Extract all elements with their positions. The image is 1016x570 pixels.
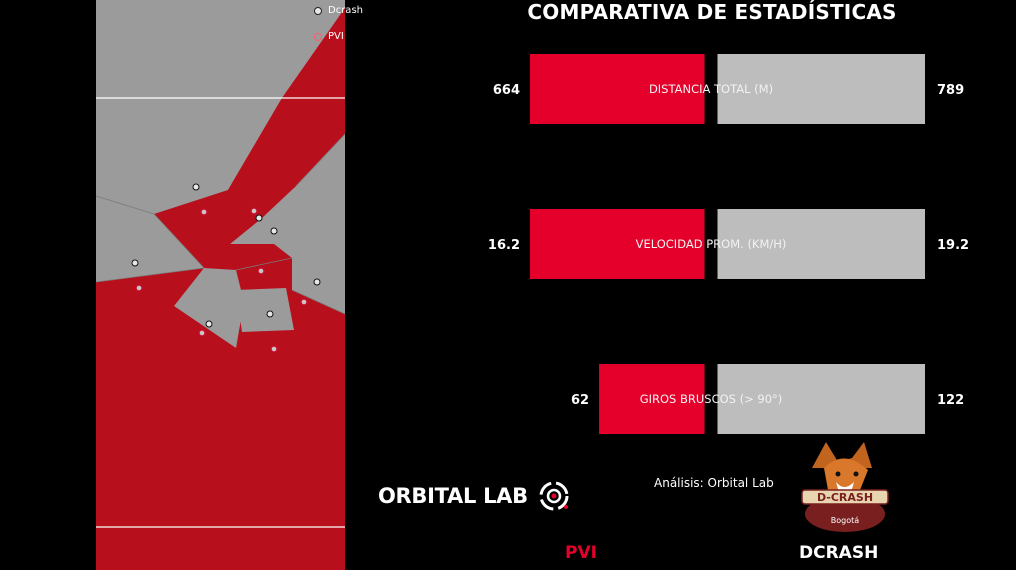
player-points — [131, 183, 321, 353]
bar-pvi-1 — [530, 54, 705, 124]
bar-dcrash-2 — [717, 209, 925, 279]
value-label-pvi-1: 664 — [493, 83, 520, 98]
bar-pvi-2 — [530, 209, 705, 279]
voronoi-zones — [96, 0, 345, 570]
bar-category-label-1: DISTANCIA TOTAL (M) — [649, 82, 773, 96]
legend-label-dcrash: Dcrash — [328, 5, 363, 16]
player-dcrash-2 — [255, 214, 263, 222]
player-dcrash-5 — [313, 278, 321, 286]
bar-dcrash-1 — [717, 54, 925, 124]
pvi-marker-icon — [314, 32, 322, 41]
team-name-dcrash: DCRASH — [799, 543, 879, 563]
player-pvi-1 — [200, 208, 208, 216]
dcrash-zone-4 — [174, 268, 244, 348]
player-dcrash-6 — [266, 310, 274, 318]
zone-edge-6 — [235, 257, 293, 271]
legend-item-pvi: PVI — [314, 31, 344, 42]
orbital-lab-logo: ORBITAL LAB — [378, 478, 572, 514]
pvi-zone-1 — [228, 8, 345, 244]
dcrash-zone-1 — [96, 0, 345, 214]
crest-sub-text: Bogotá — [831, 516, 859, 525]
player-pvi-5 — [300, 298, 308, 306]
dcrash-zone-3 — [230, 134, 345, 314]
legend-item-dcrash: Dcrash — [314, 5, 363, 16]
player-pvi-7 — [270, 345, 278, 353]
bar-pvi-3 — [599, 364, 705, 434]
bar-category-label-3: GIROS BRUSCOS (> 90°) — [640, 392, 783, 406]
voronoi-pitch-panel — [96, 0, 345, 570]
bar-dcrash-3 — [717, 364, 925, 434]
dcrash-zone-2 — [96, 196, 204, 282]
player-dcrash-1 — [192, 183, 200, 191]
zone-edge-1 — [96, 195, 155, 215]
orbital-lab-logo-text: ORBITAL LAB — [378, 484, 528, 508]
value-label-dcrash-3: 122 — [937, 393, 964, 408]
bar-category-label-2: VELOCIDAD PROM. (KM/H) — [636, 237, 787, 251]
value-label-pvi-3: 62 — [571, 393, 589, 408]
value-label-dcrash-1: 789 — [937, 83, 964, 98]
player-pvi-2 — [250, 207, 258, 215]
zone-edge-4 — [295, 133, 345, 187]
value-label-pvi-2: 16.2 — [488, 238, 520, 253]
player-pvi-3 — [257, 267, 265, 275]
dcrash-zone-5 — [236, 288, 294, 332]
orbital-target-icon — [539, 481, 569, 511]
value-label-dcrash-2: 19.2 — [937, 238, 969, 253]
zone-edge-5 — [291, 289, 345, 315]
crest-name-text: D-CRASH — [817, 491, 873, 504]
dcrash-crest-logo: D-CRASH Bogotá — [801, 442, 889, 532]
player-dcrash-3 — [270, 227, 278, 235]
zone-edge-3 — [96, 267, 205, 283]
zone-edge-2 — [153, 213, 205, 269]
team-name-pvi: PVI — [565, 543, 597, 563]
player-pvi-6 — [198, 329, 206, 337]
player-pvi-4 — [135, 284, 143, 292]
player-dcrash-7 — [205, 320, 213, 328]
legend-label-pvi: PVI — [328, 31, 344, 42]
analysis-credit: Análisis: Orbital Lab — [654, 476, 774, 490]
player-dcrash-4 — [131, 259, 139, 267]
dcrash-marker-icon — [314, 6, 322, 15]
chart-title: COMPARATIVA DE ESTADÍSTICAS — [527, 0, 897, 24]
